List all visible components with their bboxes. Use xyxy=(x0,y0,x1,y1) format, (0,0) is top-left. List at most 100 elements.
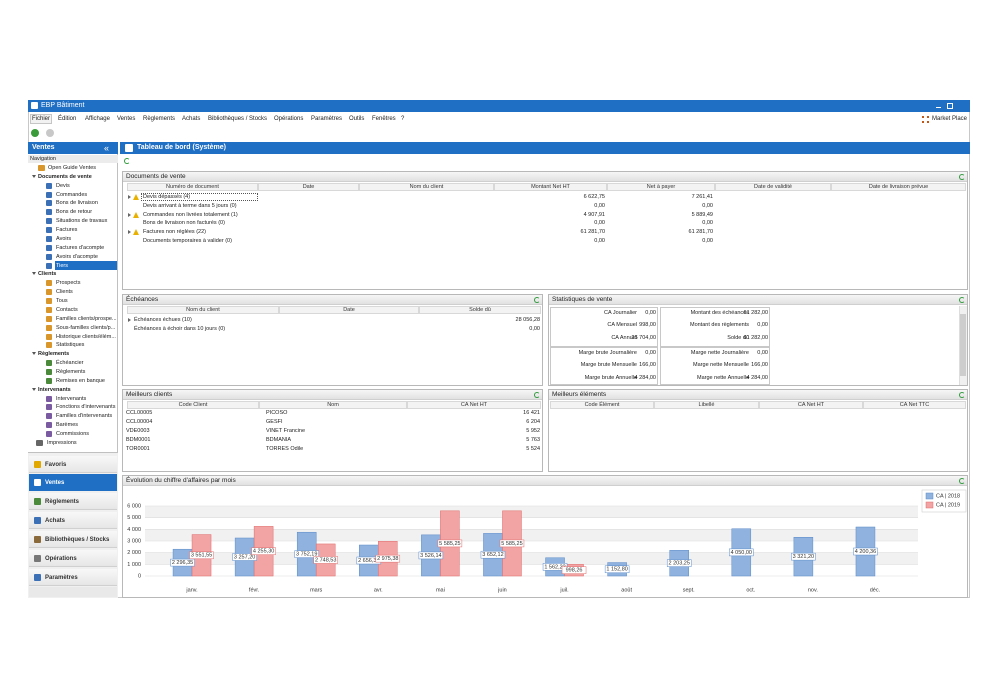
sidebar-button-label[interactable]: Ventes xyxy=(45,479,65,486)
sidebar-button-label[interactable]: Achats xyxy=(45,517,66,524)
sidebar-button-label[interactable]: Bibliothèques / Stocks xyxy=(45,536,110,543)
tree-item[interactable]: Situations de travaux xyxy=(56,218,108,225)
menu-item[interactable]: Outils xyxy=(349,116,365,122)
sidebar-button[interactable] xyxy=(29,531,117,548)
sidebar-button[interactable] xyxy=(29,474,117,491)
client-code: BDM0001 xyxy=(126,437,151,443)
tree-item[interactable]: Échéancier xyxy=(56,360,84,367)
tree-item[interactable]: Commissions xyxy=(56,431,90,438)
menu-item[interactable]: Édition xyxy=(58,116,77,122)
menu-item[interactable]: Paramètres xyxy=(311,116,343,122)
client-name: GESFI xyxy=(266,419,283,425)
tree-icon xyxy=(46,360,52,367)
sidebar-button[interactable] xyxy=(29,493,117,510)
tree-item[interactable]: Devis xyxy=(56,182,70,189)
tree-item[interactable]: Familles clients/prospe... xyxy=(56,315,117,322)
tree-item[interactable]: Intervenants xyxy=(56,395,87,402)
tree-icon xyxy=(36,439,43,446)
tree-item[interactable]: Open Guide Ventes xyxy=(48,165,97,171)
collapse-icon[interactable]: « xyxy=(104,143,110,153)
value-label: 3 526,14 xyxy=(420,553,441,559)
stat-label: Montant des règlements xyxy=(689,322,749,328)
sidebar-button-label[interactable]: Paramètres xyxy=(45,574,78,581)
button-icon xyxy=(34,479,41,486)
row-label: Échéances échues (10) xyxy=(134,317,192,323)
menu-item[interactable]: Règlements xyxy=(143,116,176,122)
client-amount: 5 952 xyxy=(526,428,540,434)
tree-item[interactable]: Remises en banque xyxy=(56,377,105,384)
column-header xyxy=(715,183,831,191)
forward-button[interactable] xyxy=(46,129,54,137)
sidebar-button-label[interactable]: Règlements xyxy=(45,498,80,505)
value-label-box xyxy=(604,565,630,574)
tree-icon xyxy=(46,342,52,349)
stat-value: 998,00 xyxy=(639,322,656,328)
client-name: TORRES Odile xyxy=(266,446,304,452)
tree-group[interactable]: Intervenants xyxy=(38,386,71,393)
menu-item[interactable]: Ventes xyxy=(117,116,136,122)
tree-item[interactable]: Règlements xyxy=(56,369,86,375)
tree-item[interactable]: Fonctions d'intervenants xyxy=(56,404,116,411)
refresh-icon xyxy=(534,392,540,398)
column-header xyxy=(863,401,966,409)
back-button[interactable] xyxy=(31,129,39,137)
tree-item[interactable]: Tiers xyxy=(56,262,69,269)
tree-item[interactable]: Factures d'acompte xyxy=(56,244,105,251)
tree-icon xyxy=(46,369,52,375)
sidebar-button-label[interactable]: Opérations xyxy=(45,555,77,562)
tree-item[interactable]: Impressions xyxy=(47,439,77,446)
column-header-label: Net à payer xyxy=(646,184,676,190)
tree-item[interactable]: Statistiques xyxy=(56,342,85,349)
tree-group[interactable]: Règlements xyxy=(38,351,70,358)
marketplace-link[interactable]: Market Place xyxy=(932,116,968,122)
stat-label: Marge brute Journalière xyxy=(578,350,637,356)
column-header-label: Montant Net HT xyxy=(531,184,570,190)
tree-item[interactable]: Barèmes xyxy=(56,422,79,429)
tree-icon xyxy=(46,289,52,296)
x-tick-label: août xyxy=(621,587,632,593)
sidebar-button[interactable] xyxy=(29,569,117,586)
tree-item[interactable]: Commandes xyxy=(56,191,88,198)
refresh-icon xyxy=(959,297,965,303)
refresh-icon xyxy=(124,158,130,164)
column-header xyxy=(127,183,258,191)
tree-item[interactable]: Contacts xyxy=(56,306,78,313)
tree-item[interactable]: Tous xyxy=(56,298,68,305)
dashboard-header xyxy=(120,142,970,154)
tree-item[interactable]: Factures xyxy=(56,227,78,234)
menu-item[interactable]: ? xyxy=(401,116,405,122)
sidebar-button[interactable] xyxy=(29,456,117,473)
tree-item[interactable]: Avoirs d'acompte xyxy=(56,253,98,260)
grid-band xyxy=(145,506,918,518)
tree-item[interactable]: Familles d'intervenants xyxy=(56,413,113,420)
column-header-label: Date de validité xyxy=(754,184,792,190)
tree-item[interactable]: Historique clients/élém... xyxy=(56,333,116,340)
menu-item[interactable]: Fichier xyxy=(32,116,51,122)
menu-item[interactable]: Achats xyxy=(182,116,201,122)
app-icon xyxy=(31,102,38,109)
menu-item[interactable]: Fenêtres xyxy=(372,116,396,122)
tree-item[interactable]: Bons de livraison xyxy=(56,200,98,207)
tree-item[interactable]: Clients xyxy=(56,289,73,296)
column-header xyxy=(407,401,541,409)
value-label-box xyxy=(791,552,816,561)
marketplace-icon xyxy=(922,116,929,123)
button-icon xyxy=(34,555,41,562)
row-amount: 6 622,75 xyxy=(583,194,605,200)
tree-item[interactable]: Sous-familles clients/p... xyxy=(56,324,116,331)
tree-group[interactable]: Documents de vente xyxy=(38,173,92,180)
menu-item[interactable]: Bibliothèques / Stocks xyxy=(208,116,268,122)
menu-item[interactable]: Affichage xyxy=(85,116,110,122)
tree-group[interactable]: Clients xyxy=(38,271,57,278)
tree-item[interactable]: Prospects xyxy=(56,280,81,287)
menu-item[interactable]: Opérations xyxy=(274,116,304,122)
sidebar-button-label[interactable]: Favoris xyxy=(45,461,67,468)
sidebar-button[interactable] xyxy=(29,512,117,529)
column-header-label: Libellé xyxy=(698,402,715,408)
column-header xyxy=(550,401,654,409)
column-header-label: Nom du client xyxy=(409,184,444,190)
tree-item[interactable]: Bons de retour xyxy=(56,209,93,216)
column-header-label: Code Élément xyxy=(584,402,620,408)
sidebar-button[interactable] xyxy=(29,550,117,567)
tree-item[interactable]: Avoirs xyxy=(56,235,72,242)
